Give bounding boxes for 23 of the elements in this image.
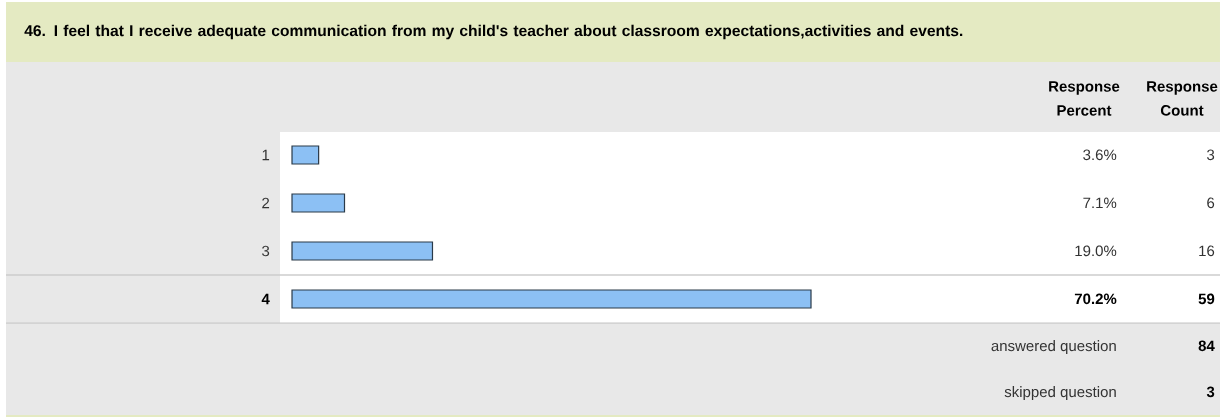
y-tick-label: 2 <box>262 197 270 209</box>
y-tick-label: 4 <box>261 293 270 305</box>
text: Response Percent <box>1049 81 1120 116</box>
bar <box>291 193 346 213</box>
y-tick-label: 3 <box>262 245 270 257</box>
bar <box>291 145 320 165</box>
text: 3 <box>1207 149 1215 161</box>
text: answered question <box>991 340 1116 355</box>
data-label: 70.2% <box>1074 293 1117 305</box>
text: Response Count <box>1147 81 1218 116</box>
chart-title: 46. I feel that I receive adequate communication from my child's teacher about classroom expectations,activities and events. <box>24 24 963 40</box>
text: 3 <box>1206 386 1215 398</box>
text: 16 <box>1199 245 1215 257</box>
bar <box>291 241 434 261</box>
text: 59 <box>1198 293 1215 305</box>
bar <box>291 289 812 309</box>
text: 84 <box>1198 340 1215 352</box>
text: 6 <box>1207 197 1215 209</box>
data-label: 3.6% <box>1083 149 1117 161</box>
data-label: 19.0% <box>1075 245 1117 257</box>
y-tick-label: 1 <box>262 149 270 161</box>
text: skipped question <box>1004 386 1116 401</box>
data-label: 7.1% <box>1083 197 1117 209</box>
